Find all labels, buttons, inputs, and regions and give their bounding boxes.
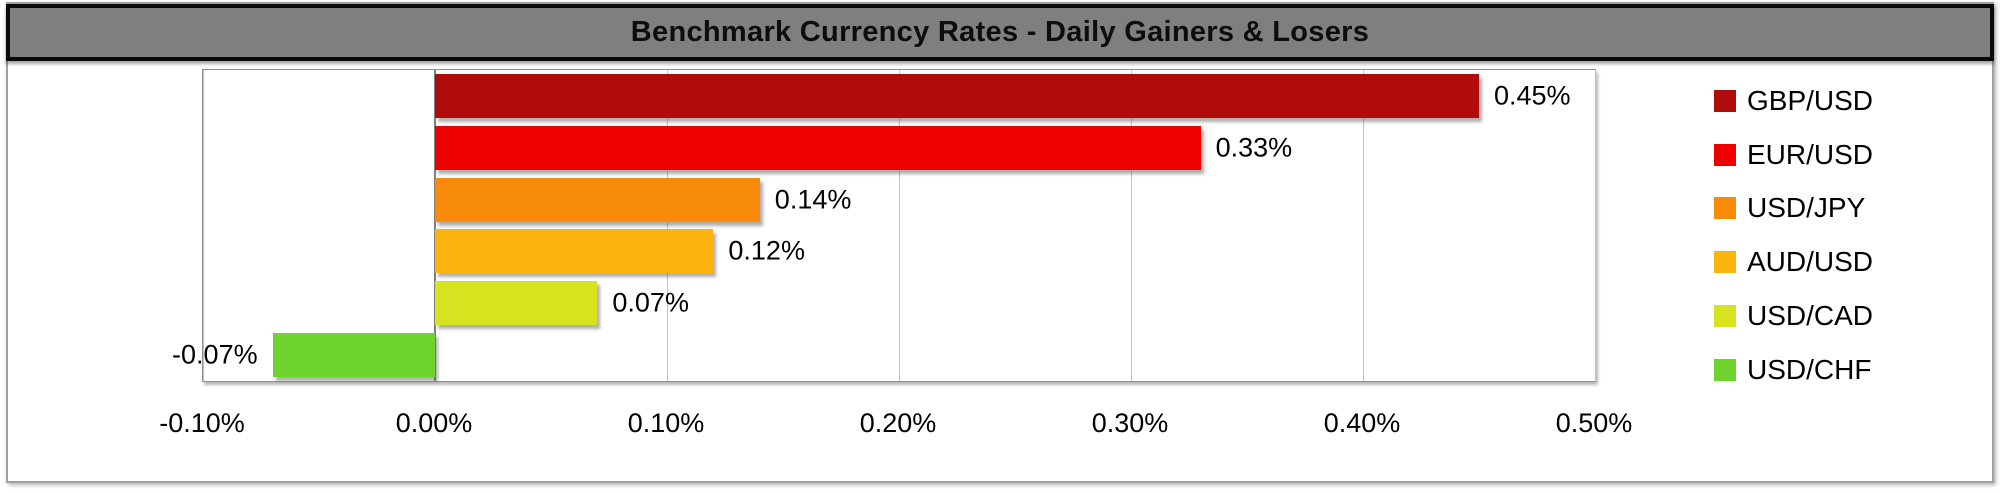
legend-swatch-usd-chf: [1714, 358, 1736, 381]
x-axis: -0.10% 0.00% 0.10% 0.20% 0.30% 0.40% 0.50%: [159, 408, 1632, 442]
legend-label-usd-cad: USD/CAD: [1747, 300, 1874, 332]
x-tick-label: 0.00%: [395, 408, 473, 438]
legend-swatch-gbp-usd: [1714, 89, 1736, 112]
x-tick-label: 0.20%: [859, 408, 937, 438]
gridline: [667, 70, 668, 381]
legend-label-aud-usd: AUD/USD: [1747, 246, 1874, 278]
bar-value-label-usd-chf: -0.07%: [172, 339, 258, 370]
gridline: [203, 70, 204, 381]
gridline: [1131, 70, 1132, 381]
bar-value-label-aud-usd: 0.12%: [728, 235, 805, 266]
legend-swatch-eur-usd: [1714, 143, 1736, 166]
gridline: [1363, 70, 1364, 381]
gridline: [1595, 70, 1596, 381]
bar-usd-chf: [272, 333, 435, 378]
legend-label-eur-usd: EUR/USD: [1747, 138, 1874, 170]
x-tick-label: 0.30%: [1091, 408, 1169, 438]
bar-value-label-usd-jpy: 0.14%: [774, 184, 852, 215]
x-tick-label: -0.10%: [159, 408, 245, 438]
bar-usd-cad: [435, 281, 598, 326]
bar-gbp-usd: [435, 73, 1479, 118]
legend-item-usd-jpy: USD/JPY: [1714, 182, 1974, 236]
gridline: [899, 70, 900, 381]
plot-area: 0.45% 0.33% 0.14% 0.12% 0.07% -0.07%: [172, 69, 1596, 382]
bar-value-label-usd-cad: 0.07%: [612, 287, 689, 318]
legend-swatch-aud-usd: [1714, 251, 1736, 274]
bar-aud-usd: [435, 229, 714, 274]
legend-item-aud-usd: AUD/USD: [1714, 235, 1974, 289]
legend-item-usd-chf: USD/CHF: [1714, 343, 1974, 397]
bar-eur-usd: [435, 125, 1201, 170]
legend-swatch-usd-cad: [1714, 305, 1736, 328]
legend-item-gbp-usd: GBP/USD: [1714, 74, 1974, 128]
chart-title: Benchmark Currency Rates - Daily Gainers…: [630, 16, 1370, 48]
legend-label-usd-chf: USD/CHF: [1747, 353, 1872, 385]
bar-value-label-eur-usd: 0.33%: [1215, 132, 1293, 163]
legend-swatch-usd-jpy: [1714, 197, 1736, 220]
chart-title-banner: Benchmark Currency Rates - Daily Gainers…: [6, 4, 1994, 61]
legend-item-eur-usd: EUR/USD: [1714, 128, 1974, 182]
legend-item-usd-cad: USD/CAD: [1714, 289, 1974, 343]
x-tick-label: 0.10%: [627, 408, 705, 438]
zero-axis-line: [434, 70, 436, 381]
legend: GBP/USD EUR/USD USD/JPY AUD/USD USD/CAD USD/C…: [1714, 74, 1974, 397]
legend-label-gbp-usd: GBP/USD: [1747, 84, 1874, 116]
x-tick-label: 0.40%: [1323, 408, 1401, 438]
x-tick-label: 0.50%: [1555, 408, 1633, 438]
legend-label-usd-jpy: USD/JPY: [1747, 192, 1866, 224]
bar-value-label-gbp-usd: 0.45%: [1494, 80, 1571, 111]
bar-usd-jpy: [435, 177, 760, 222]
